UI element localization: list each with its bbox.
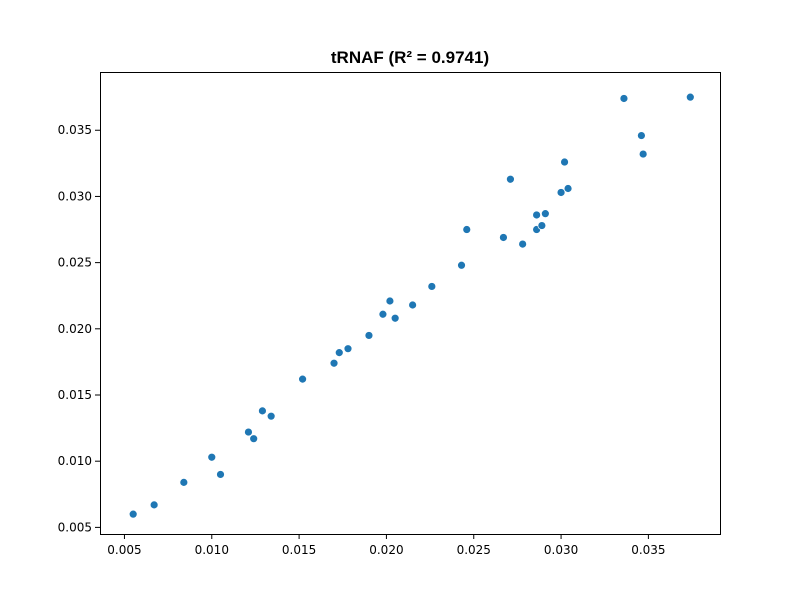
data-point xyxy=(408,300,418,310)
data-point xyxy=(427,282,437,291)
y-tick-label: 0.035 xyxy=(58,123,92,137)
data-point xyxy=(560,157,569,167)
y-axis: 0.005 0.010 0.015 0.020 0.025 0.030 0.035 xyxy=(58,123,100,534)
data-point xyxy=(329,358,339,368)
data-point xyxy=(499,233,508,242)
plot-area xyxy=(100,72,721,535)
data-point xyxy=(378,309,388,319)
data-point xyxy=(457,260,466,270)
data-point xyxy=(298,374,307,384)
data-point xyxy=(462,225,472,234)
data-point xyxy=(637,131,646,140)
x-axis: 0.005 0.010 0.015 0.020 0.025 0.030 0.035 xyxy=(107,534,666,557)
x-tick-label: 0.020 xyxy=(369,543,403,557)
y-tick-label: 0.020 xyxy=(58,322,92,336)
data-point xyxy=(149,500,159,510)
data-point xyxy=(390,313,400,323)
data-point xyxy=(532,210,542,220)
x-tick-label: 0.025 xyxy=(457,543,491,557)
data-point xyxy=(540,209,550,219)
data-point xyxy=(249,434,259,444)
chart-title: tRNAF (R² = 0.9741) xyxy=(331,48,489,67)
data-point xyxy=(364,331,374,340)
data-point xyxy=(128,509,138,519)
data-point xyxy=(334,348,344,358)
data-point xyxy=(685,92,695,102)
data-point xyxy=(207,452,217,462)
data-point xyxy=(385,296,395,306)
data-point xyxy=(518,239,528,249)
x-tick-label: 0.010 xyxy=(195,543,229,557)
y-tick-label: 0.030 xyxy=(58,189,92,203)
data-point xyxy=(266,411,276,421)
x-tick-label: 0.005 xyxy=(107,543,141,557)
data-point xyxy=(537,221,547,230)
data-point xyxy=(556,188,566,197)
data-point xyxy=(244,427,253,437)
data-point xyxy=(258,406,267,416)
data-point xyxy=(638,149,648,159)
data-point xyxy=(179,477,189,487)
y-tick-label: 0.010 xyxy=(58,454,92,468)
y-tick-label: 0.025 xyxy=(58,256,92,270)
x-tick-label: 0.035 xyxy=(631,543,665,557)
axes-frame xyxy=(100,72,721,535)
data-points xyxy=(128,92,695,519)
data-point xyxy=(619,94,629,103)
y-tick-label: 0.015 xyxy=(58,388,92,402)
data-point xyxy=(563,184,573,193)
y-tick-label: 0.005 xyxy=(58,520,92,534)
x-tick-label: 0.030 xyxy=(544,543,578,557)
data-point xyxy=(343,344,353,354)
x-tick-label: 0.015 xyxy=(282,543,316,557)
data-point xyxy=(216,470,225,479)
data-point xyxy=(506,174,515,184)
